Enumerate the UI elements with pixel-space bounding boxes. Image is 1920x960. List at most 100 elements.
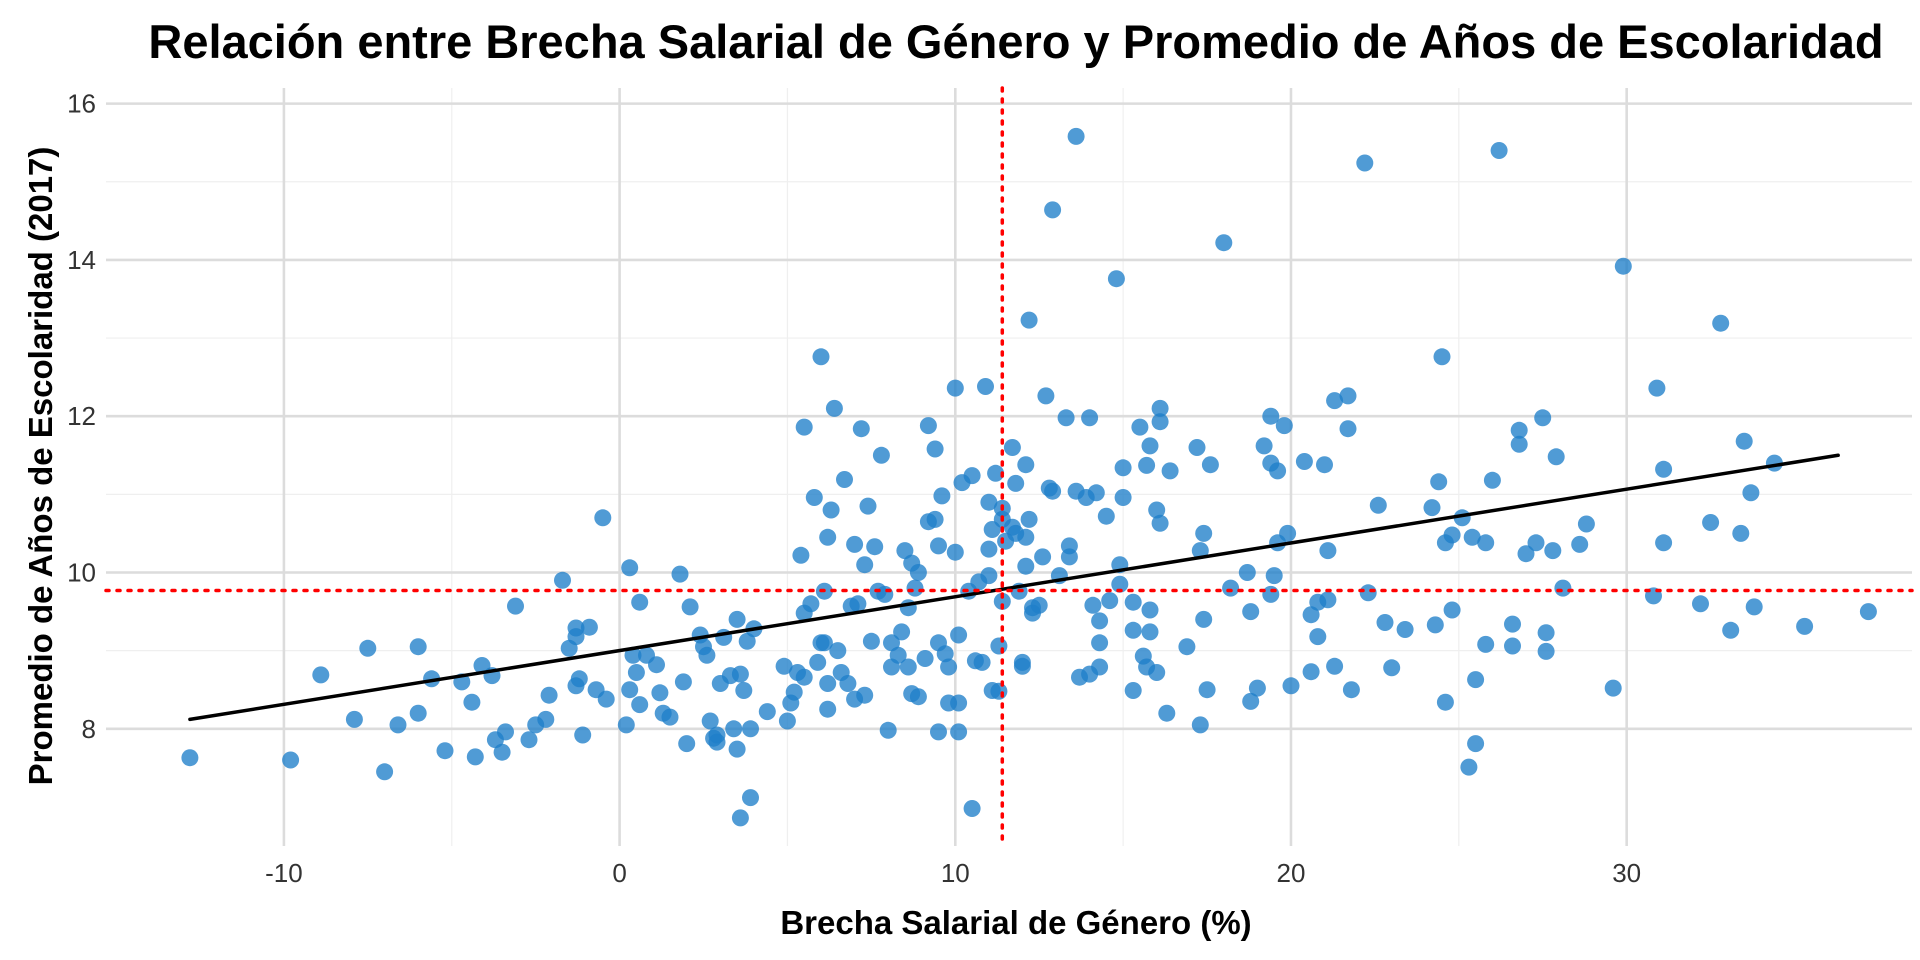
- data-point: [624, 646, 642, 664]
- data-point: [537, 710, 555, 728]
- data-point: [916, 650, 934, 667]
- data-point: [1319, 591, 1337, 609]
- data-point: [1423, 499, 1441, 517]
- data-point: [1577, 515, 1595, 533]
- data-point: [648, 656, 665, 674]
- data-point: [1148, 501, 1166, 519]
- data-point: [1490, 142, 1508, 159]
- data-point: [1477, 534, 1495, 552]
- data-point: [1242, 603, 1260, 621]
- data-point: [1460, 758, 1478, 776]
- data-point: [742, 789, 759, 807]
- data-point: [1111, 575, 1129, 593]
- data-point: [893, 623, 911, 641]
- data-point: [1316, 456, 1333, 474]
- data-point: [977, 378, 994, 395]
- data-point: [1796, 617, 1814, 635]
- data-point: [1443, 601, 1461, 619]
- chart-title: Relación entre Brecha Salarial de Género…: [148, 15, 1883, 68]
- data-point: [1534, 409, 1552, 427]
- data-point: [617, 716, 635, 734]
- data-point: [1017, 456, 1035, 474]
- data-point: [852, 420, 870, 438]
- x-axis-label: Brecha Salarial de Género (%): [780, 904, 1251, 941]
- x-tick-label: 30: [1612, 858, 1641, 888]
- data-point: [1554, 579, 1572, 597]
- data-point: [1265, 567, 1283, 585]
- tick-labels: -10 0 10 20 30 8 10 12 14 16: [67, 89, 1641, 888]
- data-point: [1067, 127, 1085, 145]
- data-point: [1141, 437, 1159, 455]
- data-point: [883, 634, 900, 652]
- data-point: [701, 712, 719, 730]
- data-point: [735, 682, 753, 699]
- trend-line: [188, 453, 1840, 722]
- data-point: [376, 763, 394, 781]
- data-point: [805, 489, 823, 506]
- data-point: [731, 665, 749, 683]
- data-point: [1483, 471, 1501, 489]
- data-point: [1238, 564, 1256, 581]
- data-point: [1124, 682, 1142, 699]
- data-point: [567, 628, 585, 646]
- data-point: [1044, 201, 1062, 219]
- data-point: [1467, 671, 1485, 689]
- data-point: [1859, 603, 1877, 621]
- data-point: [899, 658, 917, 676]
- data-point: [1081, 409, 1099, 427]
- data-point: [1034, 548, 1052, 566]
- data-point: [1302, 606, 1320, 624]
- data-point: [466, 748, 484, 766]
- data-point: [409, 638, 427, 656]
- data-point: [829, 642, 847, 660]
- data-point: [1571, 535, 1589, 553]
- data-point: [973, 653, 991, 671]
- data-point: [909, 688, 927, 706]
- data-point: [1702, 514, 1720, 531]
- data-point: [950, 694, 968, 712]
- data-point: [919, 417, 937, 435]
- data-point: [674, 673, 692, 691]
- data-point: [926, 510, 944, 528]
- data-point: [825, 399, 843, 417]
- data-point: [819, 675, 837, 692]
- data-point: [1742, 484, 1760, 502]
- data-point: [651, 684, 669, 702]
- data-point: [1188, 439, 1206, 456]
- data-point: [1527, 534, 1545, 552]
- data-point: [554, 571, 571, 589]
- data-point: [698, 646, 716, 664]
- data-point: [1141, 623, 1159, 641]
- data-point: [631, 593, 649, 611]
- data-point: [1722, 621, 1740, 639]
- data-point: [436, 742, 454, 760]
- data-point: [1091, 658, 1109, 676]
- data-point: [1309, 628, 1327, 646]
- data-point: [1060, 548, 1078, 566]
- data-point: [792, 546, 810, 564]
- data-point: [631, 696, 649, 714]
- data-point: [1295, 453, 1313, 470]
- data-point: [819, 700, 837, 718]
- data-point: [345, 710, 363, 728]
- data-point: [1369, 496, 1387, 514]
- data-point: [1359, 584, 1377, 602]
- data-point: [621, 681, 639, 699]
- data-point: [950, 723, 968, 741]
- data-point: [409, 704, 427, 722]
- data-point: [1433, 348, 1451, 366]
- data-point: [738, 632, 756, 650]
- data-point: [950, 626, 968, 644]
- data-point: [1087, 484, 1105, 502]
- data-point: [1342, 681, 1360, 699]
- data-point: [815, 634, 833, 652]
- data-point: [876, 585, 894, 603]
- data-point: [1735, 432, 1753, 450]
- data-point: [1255, 437, 1273, 455]
- data-point: [1504, 637, 1521, 655]
- data-point: [1091, 634, 1109, 652]
- data-point: [812, 348, 830, 366]
- data-point: [359, 639, 377, 657]
- x-tick-label: 20: [1277, 858, 1306, 888]
